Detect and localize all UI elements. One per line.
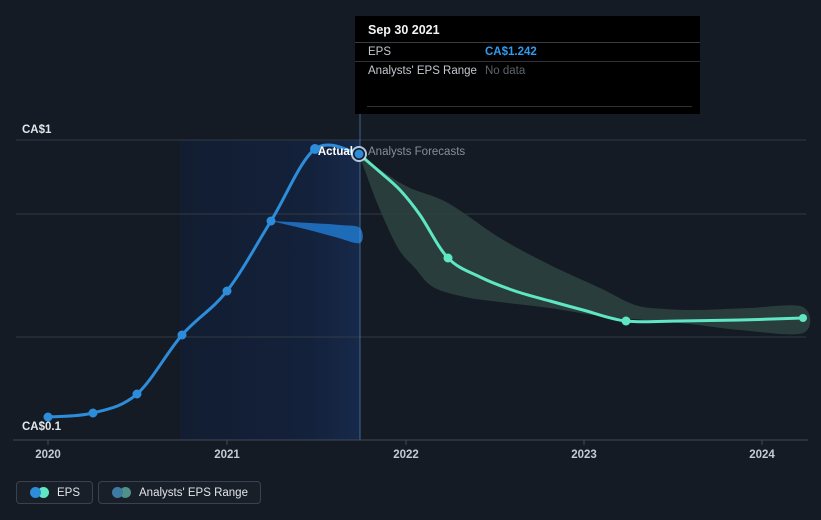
- chart-tooltip: Sep 30 2021 EPS CA$1.242 Analysts' EPS R…: [355, 16, 700, 114]
- forecast-data-point: [443, 253, 453, 263]
- highlighted-point-ring: [351, 146, 367, 162]
- tooltip-eps-label: EPS: [368, 46, 392, 58]
- x-axis-label: 2022: [393, 449, 419, 461]
- y-max-label: CA$1: [22, 124, 52, 136]
- legend-item-eps[interactable]: EPS: [16, 481, 94, 504]
- forecast-range-band: [359, 154, 811, 335]
- tooltip-date: Sep 30 2021: [355, 16, 700, 43]
- actual-period-band: [180, 140, 360, 440]
- actual-annotation: Actual: [318, 146, 353, 158]
- tooltip-range-label: Analysts' EPS Range: [368, 65, 477, 77]
- legend-item-analysts-eps-range[interactable]: Analysts' EPS Range: [98, 481, 261, 504]
- actual-data-point: [177, 330, 187, 340]
- x-axis-label: 2023: [571, 449, 597, 461]
- forecast-end-point: [799, 314, 807, 322]
- forecast-data-point: [621, 316, 631, 326]
- chart-legend: EPS Analysts' EPS Range: [16, 481, 261, 504]
- actual-data-point: [266, 216, 276, 226]
- forecast-eps-line: [357, 152, 805, 324]
- tooltip-eps-value: CA$1.242: [485, 46, 537, 58]
- tooltip-eps-row: EPS CA$1.242: [355, 43, 700, 62]
- eps-series-icon: [30, 487, 49, 498]
- x-axis-label: 2021: [214, 449, 240, 461]
- actual-data-point: [310, 144, 320, 154]
- forecast-annotation: Analysts Forecasts: [368, 146, 465, 158]
- highlighted-point: [354, 149, 364, 159]
- actual-eps-line: [46, 143, 361, 419]
- analysts-range-series-icon: [112, 487, 132, 498]
- actual-data-point: [88, 408, 98, 418]
- tooltip-range-value: No data: [485, 65, 526, 77]
- legend-eps-label: EPS: [57, 486, 81, 499]
- tooltip-range-row: Analysts' EPS Range No data: [355, 62, 700, 80]
- legend-range-label: Analysts' EPS Range: [139, 486, 248, 499]
- actual-data-point: [132, 389, 142, 399]
- actual-data-point: [222, 286, 232, 296]
- tooltip-divider: [367, 106, 692, 107]
- x-axis-label: 2020: [35, 449, 61, 461]
- y-min-label: CA$0.1: [22, 421, 62, 433]
- x-axis-label: 2024: [749, 449, 775, 461]
- actual-range-band: [271, 221, 363, 244]
- actual-data-point: [43, 412, 53, 422]
